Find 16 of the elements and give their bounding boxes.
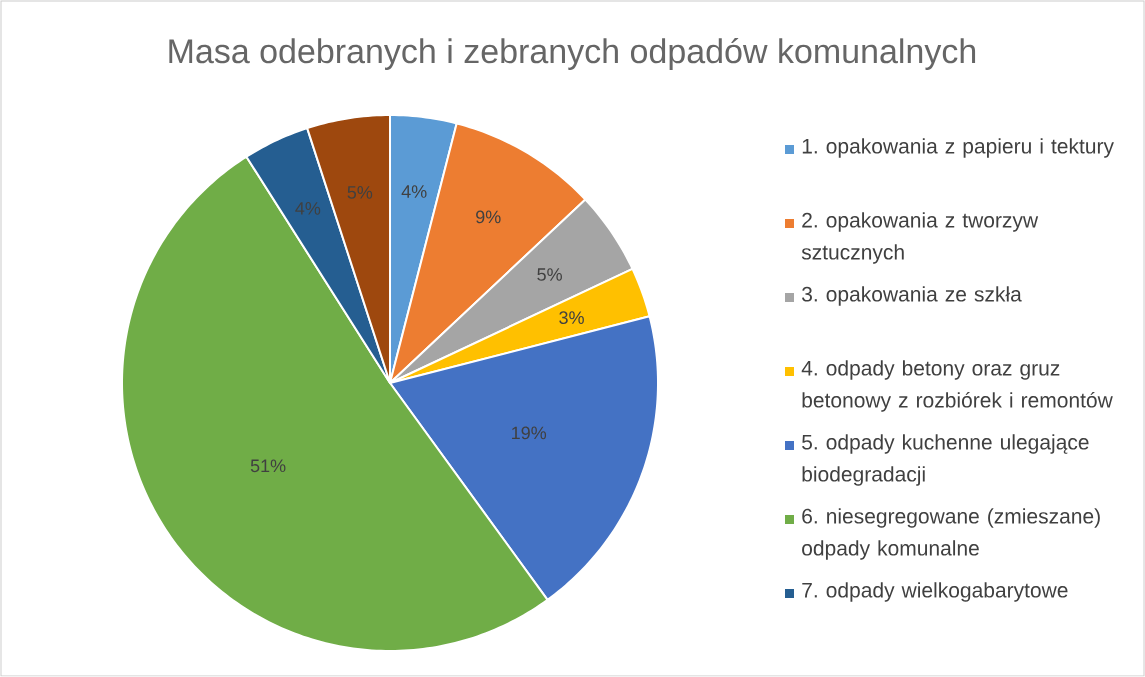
legend-label: 3. opakowania ze szkła: [802, 286, 1022, 306]
chart-title: Masa odebranych i zebranych odpadów komunalnych: [169, 37, 976, 71]
data-label: 51%: [250, 459, 286, 473]
data-label: 5%: [347, 186, 373, 199]
data-label: 5%: [537, 268, 562, 281]
legend-label: 5. odpady kuchenne ulegające biodegradacji: [802, 434, 1089, 486]
data-label: 3%: [559, 311, 584, 324]
data-label: 19%: [512, 426, 547, 440]
data-label: 4%: [295, 202, 321, 215]
legend-label: 7. odpady wielkogabarytowe: [802, 582, 1068, 602]
legend-label: 2. opakowania z tworzyw sztucznych: [801, 212, 1039, 264]
data-label: 4%: [401, 185, 427, 198]
legend-label: 6. niesegregowane (zmieszane) odpady komunalne: [802, 508, 1100, 560]
legend-label: 1. opakowania z papieru i tektury: [802, 138, 1114, 158]
data-label: 9%: [476, 210, 501, 224]
legend-label: 4. odpady betony oraz gruz betonowy z rozbiórek i remontów: [801, 360, 1113, 412]
